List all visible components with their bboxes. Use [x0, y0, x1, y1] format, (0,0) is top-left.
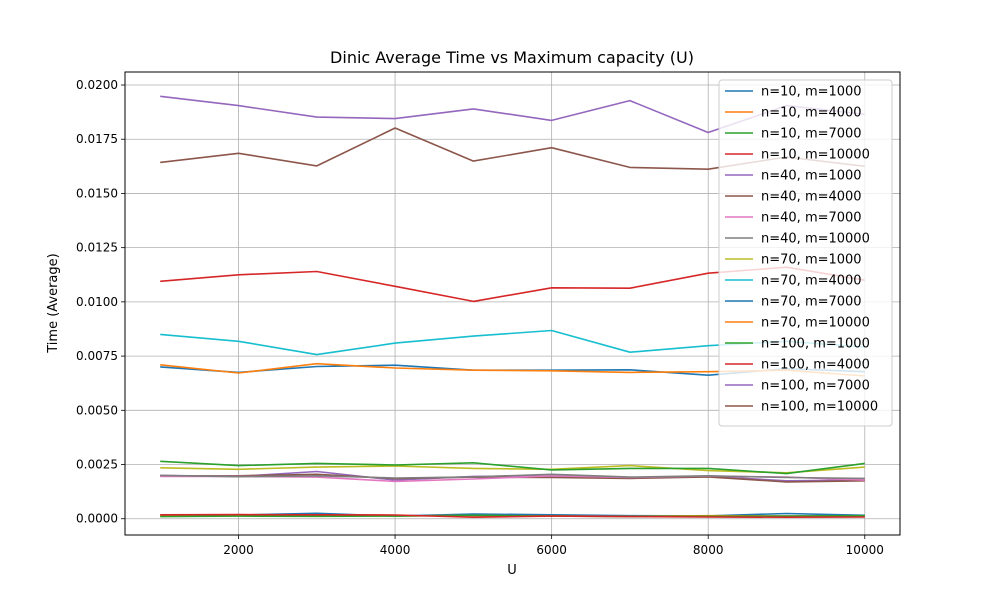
x-tick-label: 10000: [846, 543, 884, 557]
series-line-7: [160, 473, 865, 480]
y-tick-label: 0.0125: [76, 241, 118, 255]
plot-frame: [124, 71, 901, 536]
legend-label: n=10, m=7000: [761, 127, 862, 142]
y-tick-label: 0.0000: [76, 512, 118, 526]
x-axis-ticks: 2000 4000 6000 8000 10000: [223, 535, 884, 557]
legend-label: n=40, m=10000: [761, 232, 870, 247]
x-tick-label: 6000: [536, 543, 567, 557]
legend-label: n=40, m=4000: [761, 190, 862, 205]
legend-label: n=40, m=7000: [761, 211, 862, 226]
legend-label: n=100, m=7000: [761, 379, 870, 394]
legend-label: n=70, m=1000: [761, 253, 862, 268]
legend-label: n=10, m=1000: [761, 85, 862, 100]
y-tick-label: 0.0100: [76, 295, 118, 309]
legend-label: n=70, m=10000: [761, 316, 870, 331]
y-axis-label: Time (Average): [46, 253, 61, 353]
legend-label: n=10, m=10000: [761, 148, 870, 163]
y-tick-label: 0.0075: [76, 349, 118, 363]
y-axis-ticks: 0.0000 0.0025 0.0050 0.0075 0.0100 0.0125 0.01…: [76, 78, 125, 526]
chart-title: Dinic Average Time vs Maximum capacity (…: [330, 48, 694, 67]
series-line-3: [160, 513, 865, 519]
legend-label: n=10, m=4000: [761, 106, 862, 121]
x-tick-label: 4000: [380, 543, 411, 557]
y-tick-label: 0.0050: [76, 403, 118, 417]
legend-label: n=100, m=10000: [761, 400, 878, 415]
legend-label: n=100, m=1000: [761, 337, 870, 352]
y-tick-label: 0.0150: [76, 186, 118, 200]
legend-label: n=70, m=7000: [761, 295, 862, 310]
legend-label: n=40, m=1000: [761, 169, 862, 184]
legend-label: n=70, m=4000: [761, 274, 862, 289]
legend: n=10, m=1000 n=10, m=4000 n=10, m=7000 n=10…: [718, 79, 893, 427]
y-tick-label: 0.0175: [76, 132, 118, 146]
x-tick-label: 2000: [223, 543, 254, 557]
x-tick-label: 8000: [693, 543, 724, 557]
legend-label: n=100, m=4000: [761, 358, 870, 373]
x-axis-label: U: [507, 563, 517, 578]
y-tick-label: 0.0025: [76, 458, 118, 472]
legend-box: [718, 79, 893, 427]
series-line-2: [160, 514, 865, 518]
series-line-12: [160, 460, 865, 475]
y-tick-label: 0.0200: [76, 78, 118, 92]
